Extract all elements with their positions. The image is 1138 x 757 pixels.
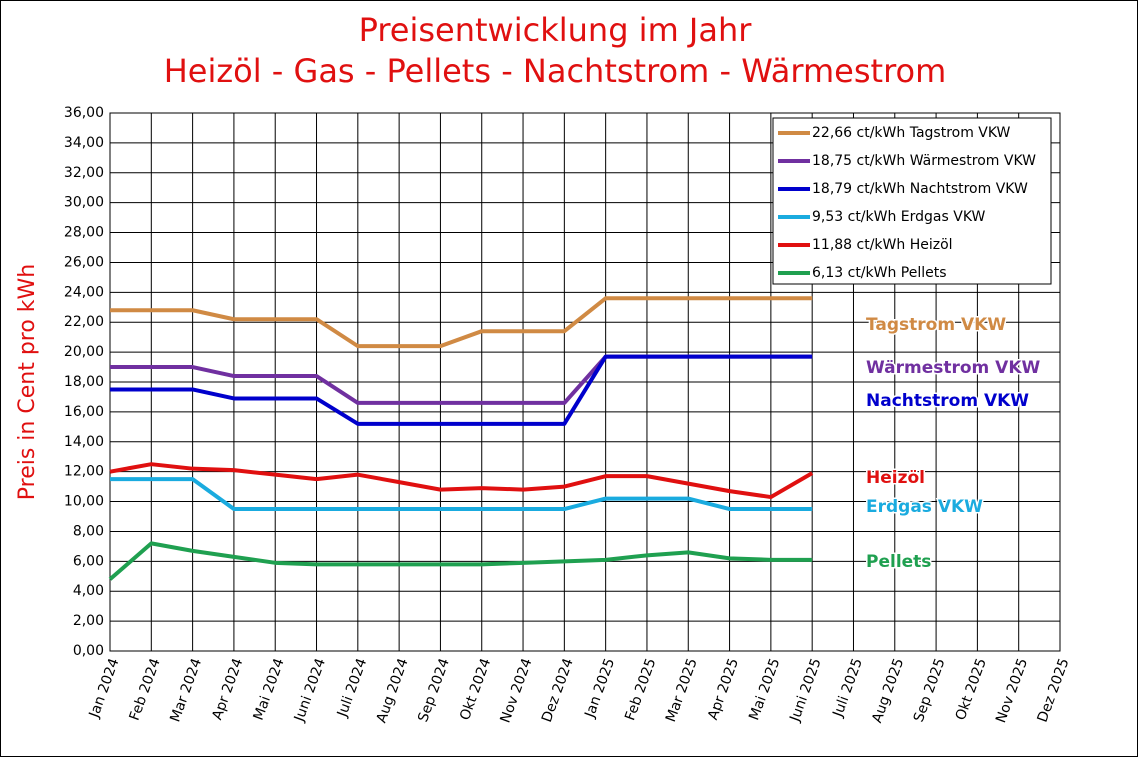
- annotation: Heizöl: [866, 468, 925, 488]
- y-tick-label: 34,00: [64, 135, 104, 151]
- legend-label: 22,66 ct/kWh Tagstrom VKW: [812, 125, 1011, 141]
- annotation: Nachtstrom VKW: [866, 391, 1029, 411]
- y-tick-label: 12,00: [64, 464, 104, 480]
- y-tick-label: 8,00: [73, 523, 104, 539]
- line: [109, 462, 814, 500]
- annotation: Tagstrom VKW: [866, 315, 1006, 335]
- y-tick-label: 26,00: [64, 254, 104, 270]
- y-tick-label: 2,00: [73, 613, 104, 629]
- annotation: Wärmestrom VKW: [866, 358, 1041, 378]
- y-tick-label: 18,00: [64, 374, 104, 390]
- y-tick-label: 6,00: [73, 553, 104, 569]
- y-tick-label: 36,00: [64, 105, 104, 121]
- annotation: Erdgas VKW: [866, 497, 983, 517]
- legend-label: 11,88 ct/kWh Heizöl: [812, 237, 953, 253]
- y-tick-label: 0,00: [73, 643, 104, 659]
- y-tick-label: 22,00: [64, 314, 104, 330]
- legend-label: 18,79 ct/kWh Nachtstrom VKW: [812, 181, 1028, 197]
- legend-label: 18,75 ct/kWh Wärmestrom VKW: [812, 153, 1036, 169]
- legend-label: 9,53 ct/kWh Erdgas VKW: [812, 209, 986, 225]
- chart-subtitle: Heizöl - Gas - Pellets - Nachtstrom - Wä…: [164, 52, 947, 90]
- chart-title: Preisentwicklung im Jahr: [359, 11, 753, 49]
- y-axis-label: Preis in Cent pro kWh: [15, 264, 40, 500]
- annotation: Pellets: [866, 552, 931, 572]
- y-tick-label: 24,00: [64, 284, 104, 300]
- y-tick-label: 10,00: [64, 494, 104, 510]
- line: [110, 354, 813, 426]
- line: [110, 296, 813, 349]
- legend-label: 6,13 ct/kWh Pellets: [812, 265, 947, 281]
- y-tick-label: 20,00: [64, 344, 104, 360]
- line: [108, 541, 813, 581]
- y-tick-label: 30,00: [64, 195, 104, 211]
- y-tick-label: 32,00: [64, 165, 104, 181]
- y-tick-label: 14,00: [64, 434, 104, 450]
- y-tick-label: 4,00: [73, 583, 104, 599]
- legend: [772, 117, 1052, 285]
- y-tick-label: 16,00: [64, 404, 104, 420]
- line: [110, 477, 813, 512]
- y-tick-label: 28,00: [64, 225, 104, 241]
